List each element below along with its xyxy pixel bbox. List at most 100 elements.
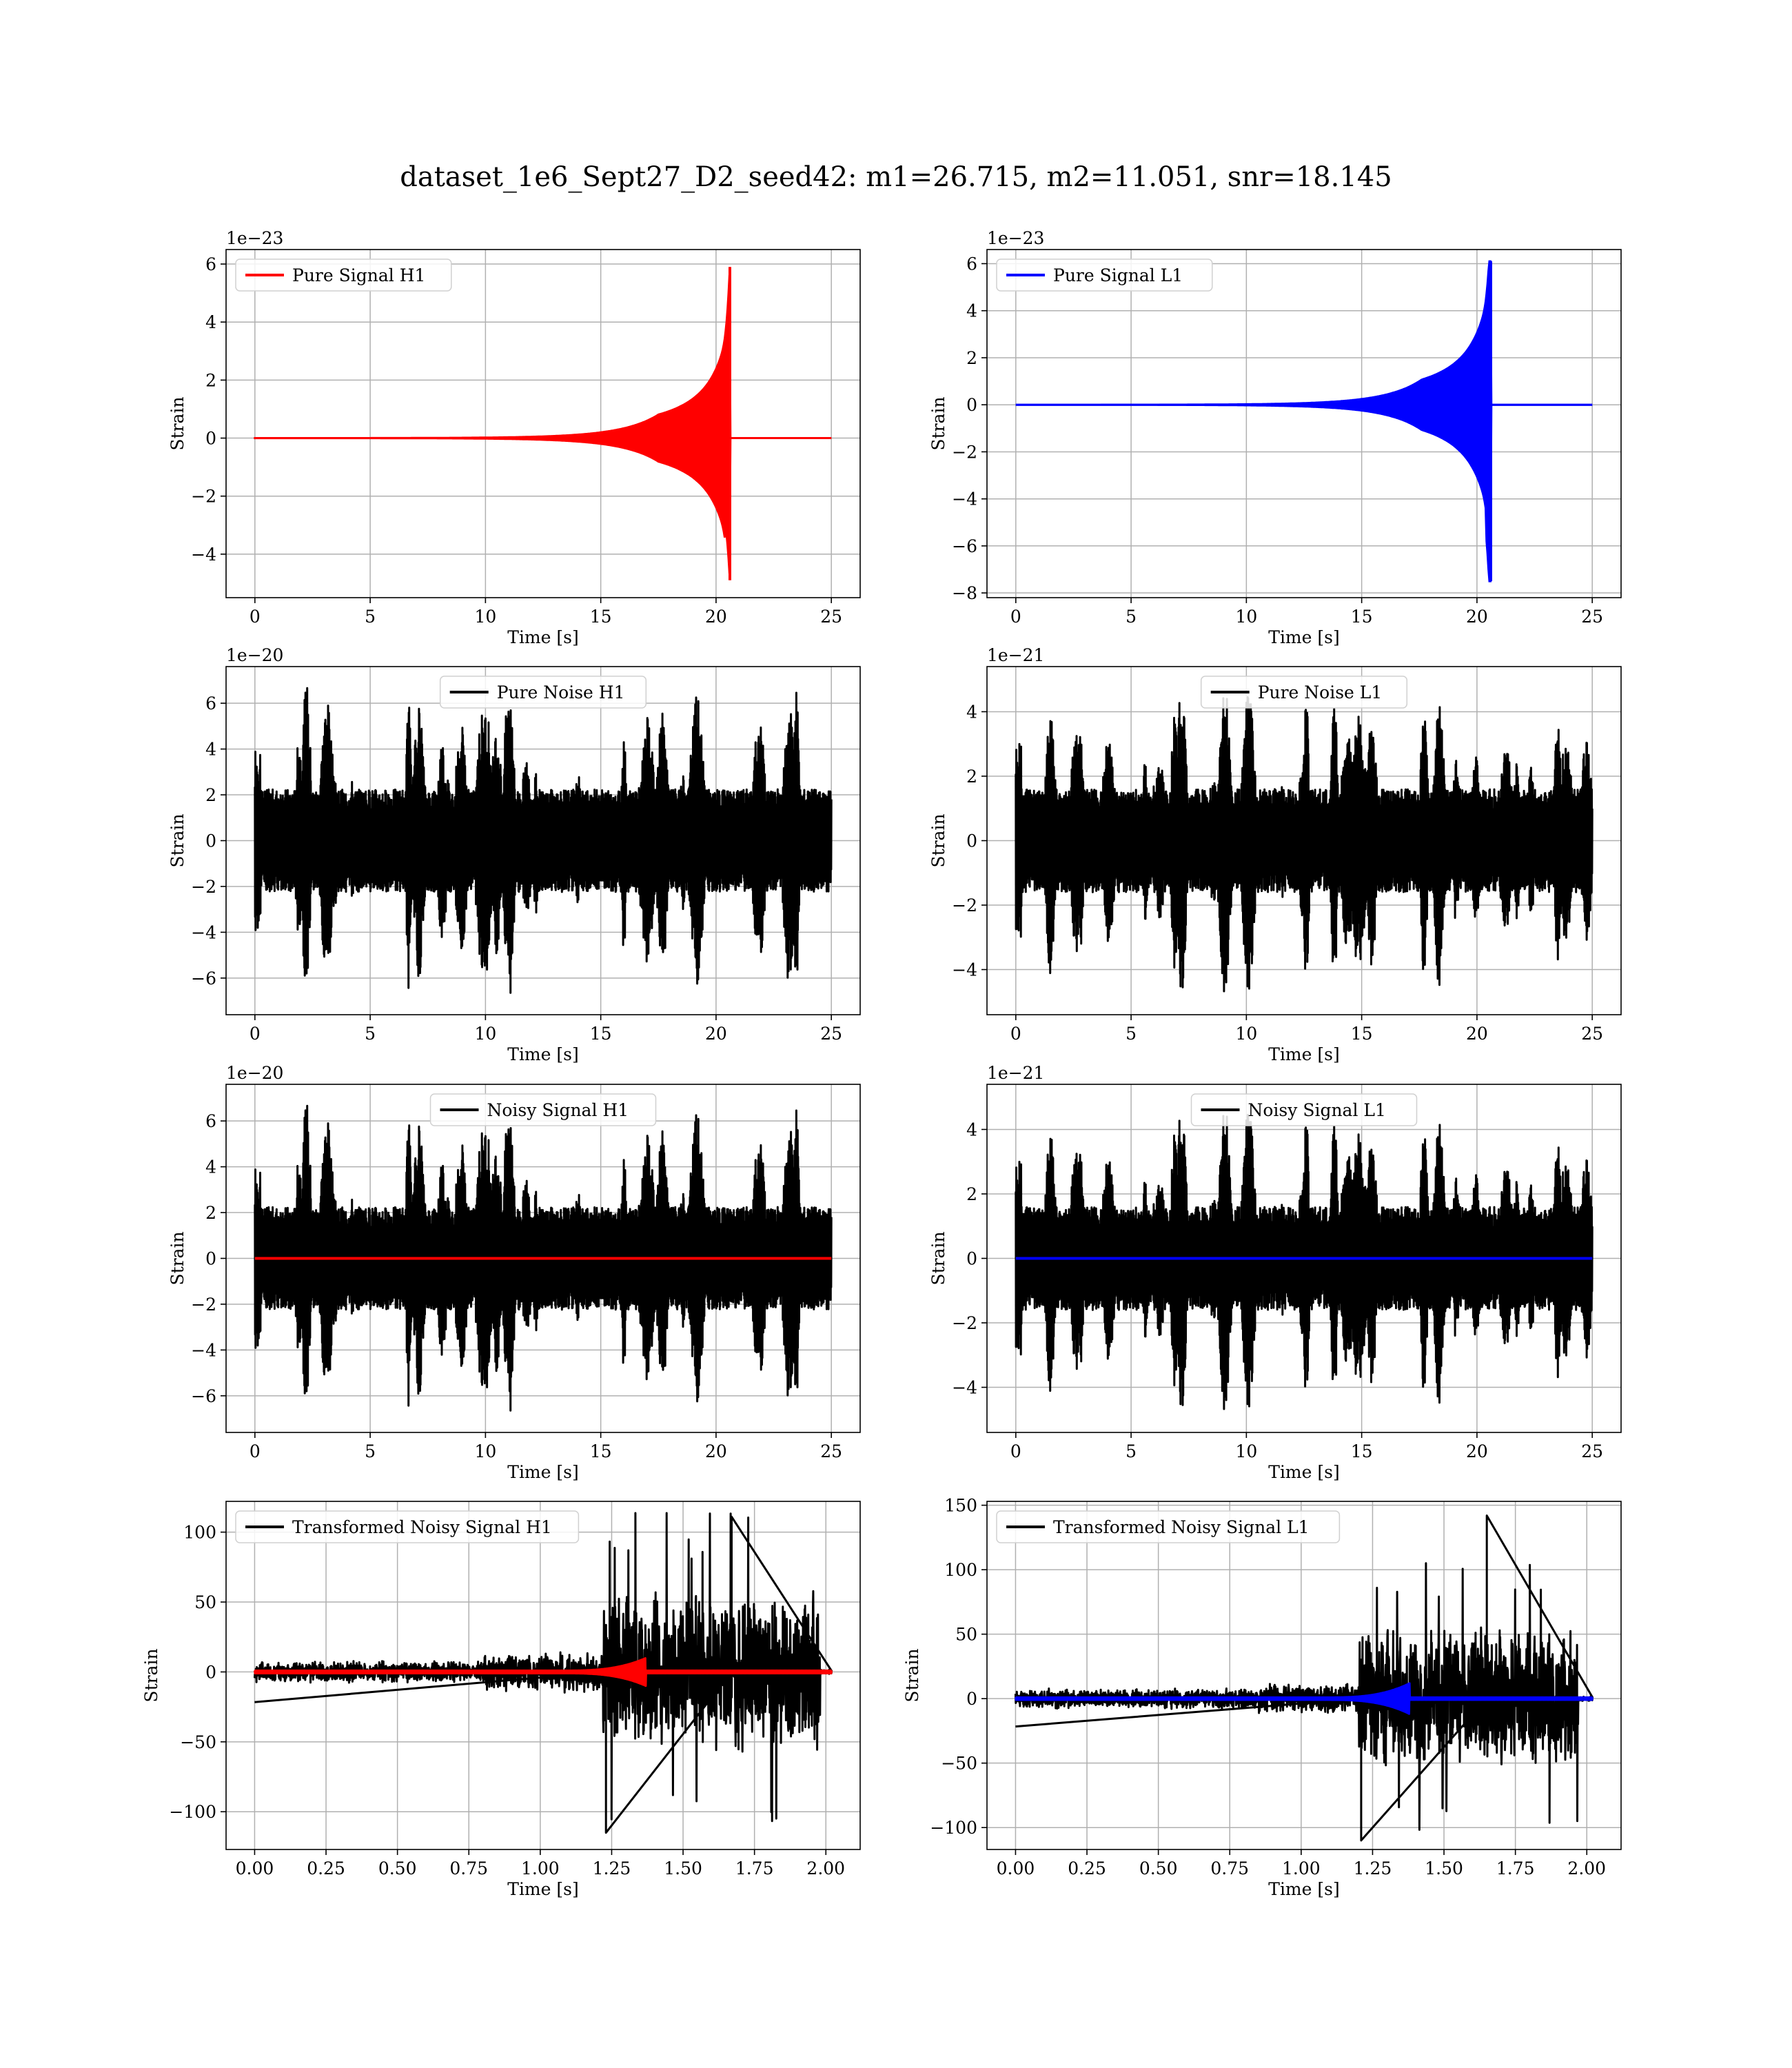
subplot-4: 0 5 10 15 20 25 −4 −2 0 2 4 Time [s] Strain 1e−21 Pure… [928,645,1622,1064]
x-tick-label: 0 [1010,1441,1021,1461]
y-offset-text: 1e−23 [226,228,283,248]
x-tick-label: 2.00 [806,1858,845,1878]
x-tick-label: 5 [365,1441,376,1461]
legend-box [429,1093,657,1126]
series-line [253,1512,833,1834]
series-line [1015,696,1594,993]
x-tick-label: 5 [365,1024,376,1044]
legend-box [1190,1093,1418,1126]
legend-box [235,1510,580,1543]
y-tick-label: 0 [205,831,216,851]
y-axis-label: Strain [167,813,187,867]
y-tick-label: 2 [966,348,977,368]
y-offset-text: 1e−21 [987,645,1044,665]
legend-label: Transformed Noisy Signal L1 [1053,1517,1310,1537]
x-tick-label: 15 [1351,1024,1373,1044]
y-tick-label: 4 [205,740,216,760]
x-axis-label: Time [s] [1268,627,1339,647]
subplot-5: 0 5 10 15 20 25 −6 −4 −2 0 2 4 6 Time [s] Strain 1e−20 N… [167,1063,861,1482]
y-tick-label: −2 [191,1295,216,1315]
x-tick-label: 0.50 [1139,1858,1178,1878]
subplot-8: 0.00 0.25 0.50 0.75 1.00 1.25 1.50 1.75 2.00 −100… [902,1496,1622,1899]
legend-label: Noisy Signal L1 [1248,1100,1386,1120]
x-tick-label: 0.75 [1210,1858,1249,1878]
y-axis-label: Strain [928,396,948,450]
subplot-3: 0 5 10 15 20 25 −6 −4 −2 0 2 4 6 Time [s] Strain 1e−20 P… [167,645,861,1064]
x-tick-label: 0.00 [997,1858,1035,1878]
x-tick-label: 5 [1126,1441,1137,1461]
y-tick-label: 100 [944,1560,977,1580]
y-offset-text: 1e−21 [987,1063,1044,1083]
series-line [254,687,833,994]
legend-label: Noisy Signal H1 [487,1100,629,1120]
x-tick-label: 5 [1126,1024,1137,1044]
legend-label: Transformed Noisy Signal H1 [292,1517,552,1537]
y-tick-label: 6 [205,1111,216,1131]
y-tick-label: 0 [205,1249,216,1269]
legend: Pure Signal L1 [996,258,1213,292]
x-tick-label: 25 [820,1441,842,1461]
x-axis-label: Time [s] [507,1879,578,1899]
y-tick-label: −100 [930,1818,977,1838]
y-tick-label: −2 [952,895,977,915]
x-tick-label: 0 [250,1441,261,1461]
series-line [1014,1682,1594,1715]
y-tick-label: 2 [205,1203,216,1223]
y-tick-label: −4 [191,545,216,565]
y-tick-label: −2 [191,487,216,507]
subplot-2: 0 5 10 15 20 25 −8 −6 −4 −2 0 2 4 6 Time [s] Strain 1e−2… [928,228,1622,647]
y-tick-label: 0 [966,395,977,415]
x-tick-label: 0.25 [1068,1858,1106,1878]
x-tick-label: 25 [820,1024,842,1044]
series-line [254,1104,833,1412]
x-tick-label: 0 [250,1024,261,1044]
y-tick-label: 0 [205,1662,216,1682]
x-tick-label: 5 [1126,607,1137,627]
legend-box [1200,676,1408,709]
x-tick-label: 1.50 [1425,1858,1463,1878]
y-tick-label: −8 [952,583,977,603]
x-axis-label: Time [s] [507,627,578,647]
legend: Pure Noise L1 [1200,676,1408,709]
x-tick-label: 1.25 [593,1858,631,1878]
y-tick-label: 100 [183,1523,216,1543]
y-tick-label: 2 [205,370,216,390]
x-tick-label: 1.75 [735,1858,774,1878]
x-tick-label: 20 [1466,607,1488,627]
y-tick-label: −2 [191,877,216,897]
y-offset-text: 1e−20 [226,645,283,665]
y-tick-label: −4 [952,960,977,980]
x-tick-label: 25 [1581,1441,1603,1461]
y-tick-label: 2 [205,785,216,805]
y-axis-label: Strain [902,1648,922,1702]
x-axis-label: Time [s] [507,1462,578,1482]
y-tick-label: −100 [169,1802,216,1822]
y-tick-label: −2 [952,1313,977,1333]
y-tick-label: 50 [194,1592,216,1612]
legend: Noisy Signal L1 [1190,1093,1418,1126]
y-tick-label: 4 [966,301,977,321]
y-tick-label: −50 [941,1754,977,1774]
x-tick-label: 15 [1351,1441,1373,1461]
x-tick-label: 0.25 [307,1858,345,1878]
y-axis-label: Strain [928,813,948,867]
y-offset-text: 1e−20 [226,1063,283,1083]
y-tick-label: 4 [205,312,216,332]
subplot-1: 0 5 10 15 20 25 −4 −2 0 2 4 6 Time [s] Strain 1e−23 Pur… [167,228,861,647]
legend: Transformed Noisy Signal H1 [235,1510,580,1543]
y-tick-label: 4 [966,1119,977,1139]
x-axis-label: Time [s] [507,1044,578,1064]
legend: Transformed Noisy Signal L1 [996,1510,1341,1543]
x-tick-label: 10 [1235,607,1257,627]
y-tick-label: 6 [966,254,977,274]
x-axis-label: Time [s] [1268,1462,1339,1482]
y-tick-label: −6 [191,969,216,989]
x-tick-label: 20 [705,607,727,627]
x-tick-label: 20 [705,1024,727,1044]
y-tick-label: 4 [966,702,977,722]
x-tick-label: 5 [365,607,376,627]
y-tick-label: 0 [966,1689,977,1709]
x-tick-label: 1.00 [1282,1858,1321,1878]
axes-frame [986,1501,1622,1850]
subplot-6: 0 5 10 15 20 25 −4 −2 0 2 4 Time [s] Strain 1e−21 Nois… [928,1063,1622,1482]
